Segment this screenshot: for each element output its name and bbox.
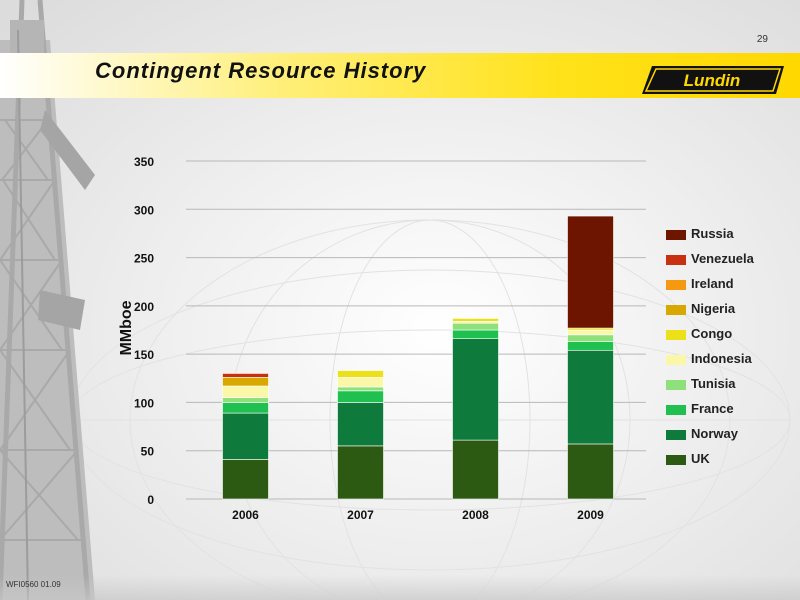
legend-label: France: [691, 401, 734, 416]
lundin-logo: Lundin: [642, 66, 784, 94]
legend-swatch: [666, 255, 686, 265]
bar-segment-indonesia-2009: [567, 329, 614, 336]
footer-code: WFI0560 01.09: [6, 580, 61, 589]
oil-derrick-silhouette: [0, 0, 95, 600]
bar-segment-russia-2009: [567, 215, 614, 329]
legend-label: Russia: [691, 226, 734, 241]
legend-label: Ireland: [691, 276, 734, 291]
x-tick-label: 2009: [577, 508, 604, 522]
legend-swatch: [666, 355, 686, 365]
bar-segment-uk-2008: [452, 439, 499, 500]
footer-band: [0, 575, 800, 600]
bar-segment-tunisia-2006: [222, 397, 269, 403]
svg-text:Lundin: Lundin: [684, 71, 741, 90]
legend-label: UK: [691, 451, 710, 466]
bar-segment-norway-2006: [222, 412, 269, 460]
bar-segment-venezuela-2006: [222, 373, 269, 378]
legend-label: Tunisia: [691, 376, 736, 391]
y-tick-label: 50: [141, 445, 155, 459]
bar-segment-norway-2009: [567, 349, 614, 445]
y-tick-label: 250: [134, 252, 154, 266]
bar-segment-indonesia-2006: [222, 385, 269, 398]
y-tick-label: 300: [134, 203, 154, 217]
bar-segment-congo-2008: [452, 318, 499, 322]
legend-swatch: [666, 380, 686, 390]
bar-segment-norway-2008: [452, 338, 499, 441]
y-tick-label: 150: [134, 348, 154, 362]
y-tick-label: 200: [134, 300, 154, 314]
legend-swatch: [666, 330, 686, 340]
legend-swatch: [666, 430, 686, 440]
bar-segment-uk-2006: [222, 459, 269, 500]
bar-segment-france-2006: [222, 402, 269, 414]
bar-segment-nigeria-2006: [222, 377, 269, 387]
bar-segment-tunisia-2007: [337, 386, 384, 392]
legend-label: Venezuela: [691, 251, 754, 266]
y-tick-label: 350: [134, 155, 154, 169]
legend-swatch: [666, 455, 686, 465]
legend-label: Norway: [691, 426, 738, 441]
x-tick-label: 2007: [347, 508, 374, 522]
bar-segment-tunisia-2008: [452, 322, 499, 331]
bar-segment-france-2008: [452, 329, 499, 339]
bar-segment-indonesia-2007: [337, 377, 384, 388]
bar-segment-congo-2007: [337, 370, 384, 378]
y-axis-label: MMboe: [118, 300, 135, 355]
bar-segment-france-2007: [337, 390, 384, 403]
x-tick-label: 2008: [462, 508, 489, 522]
bar-segment-uk-2007: [337, 445, 384, 500]
legend-label: Congo: [691, 326, 733, 341]
legend-swatch: [666, 305, 686, 315]
page-number: 29: [756, 34, 768, 45]
y-tick-label: 100: [134, 396, 154, 410]
bar-segment-norway-2007: [337, 402, 384, 447]
legend-swatch: [666, 230, 686, 240]
x-tick-label: 2006: [232, 508, 259, 522]
legend-label: Nigeria: [691, 301, 736, 316]
y-tick-label: 0: [147, 493, 154, 507]
bar-segment-france-2009: [567, 341, 614, 351]
legend-swatch: [666, 280, 686, 290]
legend-swatch: [666, 405, 686, 415]
bar-segment-tunisia-2009: [567, 334, 614, 342]
bar-segment-uk-2009: [567, 443, 614, 500]
slide-title: Contingent Resource History: [95, 58, 427, 83]
legend-label: Indonesia: [691, 351, 752, 366]
